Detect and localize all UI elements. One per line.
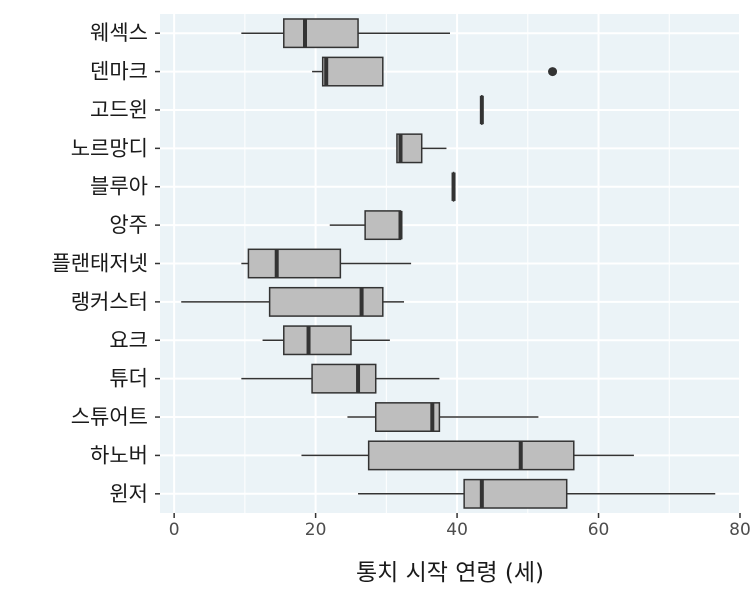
box-iqr (321, 56, 384, 87)
box-iqr (463, 478, 568, 509)
box-10 (241, 363, 440, 394)
box-iqr (283, 325, 352, 356)
box-4 (396, 133, 447, 164)
x-axis-title: 통치 시작 연령 (세) (356, 560, 544, 586)
category-label: 고드윈 (90, 98, 148, 122)
box-1 (241, 18, 450, 49)
box-13 (358, 478, 716, 509)
x-tick-label: 0 (169, 520, 180, 540)
box-iqr (364, 210, 402, 241)
box-7 (241, 248, 412, 279)
box-8 (181, 286, 405, 317)
box-iqr (367, 440, 575, 471)
category-label: 앙주 (109, 213, 148, 237)
category-label: 윈저 (109, 482, 148, 506)
box-12 (301, 440, 634, 471)
category-label: 노르망디 (71, 136, 148, 160)
box-iqr (374, 402, 441, 432)
box-series (181, 18, 716, 509)
box-2 (312, 56, 558, 87)
box-iqr (311, 363, 377, 394)
box-iqr (247, 248, 342, 279)
box-9 (262, 325, 390, 356)
x-tick-label: 40 (446, 520, 468, 540)
category-label: 하노버 (90, 443, 148, 467)
outlier-point (548, 67, 558, 77)
x-tick-label: 80 (729, 520, 750, 540)
category-label: 웨섹스 (90, 21, 148, 45)
category-label: 랭커스터 (71, 290, 148, 314)
x-tick-label: 20 (305, 520, 327, 540)
x-axis: 0 20 40 60 80 (169, 513, 750, 540)
category-label: 스튜어트 (71, 405, 148, 429)
box-6 (329, 210, 403, 241)
box-iqr (283, 18, 359, 49)
x-tick-label: 60 (588, 520, 610, 540)
category-label: 블루아 (90, 175, 148, 199)
box-iqr (268, 286, 384, 317)
category-label: 플랜태저넷 (51, 252, 148, 276)
box-11 (347, 402, 539, 432)
category-label: 덴마크 (90, 60, 148, 84)
category-label: 튜더 (109, 367, 148, 391)
category-label: 요크 (109, 328, 148, 352)
